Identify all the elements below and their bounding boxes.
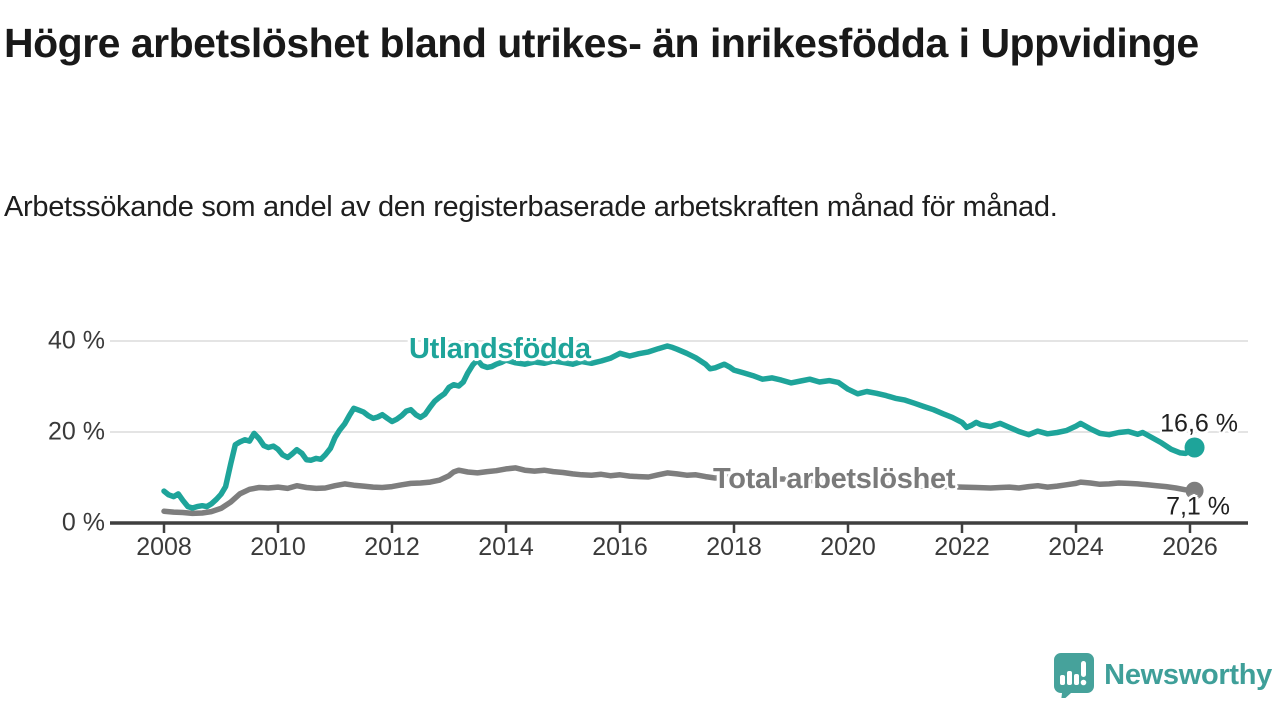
x-axis-tick-label: 2010 — [250, 533, 306, 561]
y-axis-tick-label: 0 % — [61, 508, 105, 537]
x-axis-tick-label: 2014 — [478, 533, 534, 561]
series-label-total-arbetsloshet: Total arbetslöshet — [713, 463, 956, 495]
series-end-dot — [1184, 437, 1205, 458]
brand-footer: Newsworthy — [1051, 650, 1272, 700]
newsworthy-logo-icon — [1054, 653, 1095, 698]
y-axis-tick-label: 20 % — [48, 417, 105, 446]
x-axis-tick-label: 2026 — [1162, 533, 1218, 561]
x-axis-tick-label: 2020 — [820, 533, 876, 561]
y-axis-tick-label: 40 % — [48, 326, 105, 355]
brand-name: Newsworthy — [1104, 658, 1272, 691]
x-axis-tick-label: 2018 — [706, 533, 762, 561]
end-value-label-utlandsfodda: 16,6 % — [1160, 409, 1238, 438]
x-axis-tick-label: 2024 — [1048, 533, 1104, 561]
page-title: Högre arbetslöshet bland utrikes- än inr… — [4, 20, 1199, 66]
series-end-dot — [1185, 481, 1204, 500]
page-subtitle: Arbetssökande som andel av den registerb… — [4, 191, 1058, 223]
series-label-utlandsfodda: Utlandsfödda — [409, 333, 591, 365]
x-axis-tick-label: 2016 — [592, 533, 648, 561]
x-axis-tick-label: 2012 — [364, 533, 420, 561]
series-line — [161, 343, 1198, 511]
x-axis-tick-label: 2008 — [136, 533, 192, 561]
series-line — [161, 465, 1198, 517]
end-value-label-total: 7,1 % — [1166, 492, 1230, 521]
x-axis-tick-label: 2022 — [934, 533, 990, 561]
